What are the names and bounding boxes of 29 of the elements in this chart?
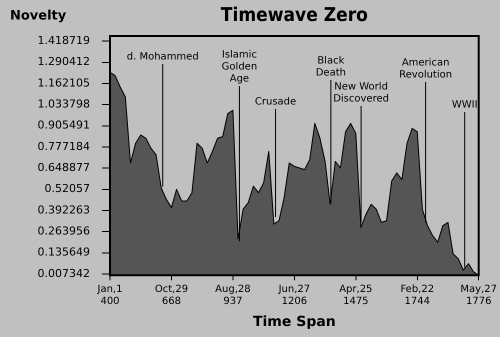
annotation: Islamic Golden Age (222, 50, 258, 85)
x-tick-label: May,27 1776 (460, 284, 497, 307)
x-tick-label: Oct,29 668 (154, 284, 188, 307)
x-axis-title: Time Span (252, 314, 336, 330)
y-tick-label: 0.52057 (44, 182, 90, 196)
y-tick-label: 0.392263 (38, 203, 90, 216)
y-tick-label: 0.263956 (38, 224, 90, 238)
chart-title: Timewave Zero (220, 4, 368, 26)
annotation: d. Mohammed (126, 52, 199, 63)
annotation: WWII (452, 100, 478, 111)
y-tick-label: 0.648877 (38, 161, 90, 174)
y-tick-label: 1.162105 (38, 76, 90, 90)
x-tick-label: Feb,22 1744 (400, 284, 434, 307)
annotation: New World Discovered (333, 82, 389, 105)
y-tick-label: 1.290412 (38, 55, 90, 68)
y-tick-label: 1.418719 (38, 34, 90, 48)
y-tick-label: 0.905491 (38, 118, 90, 132)
annotation: Crusade (254, 96, 296, 108)
x-tick-label: Jan,1 400 (96, 284, 122, 307)
y-tick-label: 0.007342 (38, 266, 90, 280)
x-tick-label: Apr,25 1475 (339, 284, 372, 307)
y-tick-label: 0.777184 (38, 140, 90, 153)
x-tick-label: Aug,28 937 (215, 284, 251, 307)
y-tick-label: 0.135649 (38, 246, 90, 259)
annotation: American Revolution (399, 58, 452, 81)
annotation: Black Death (316, 56, 346, 79)
y-axis-title: Novelty (10, 8, 67, 24)
x-tick-label: Jun,27 1206 (278, 284, 310, 307)
y-tick-label: 1.033798 (38, 98, 90, 111)
